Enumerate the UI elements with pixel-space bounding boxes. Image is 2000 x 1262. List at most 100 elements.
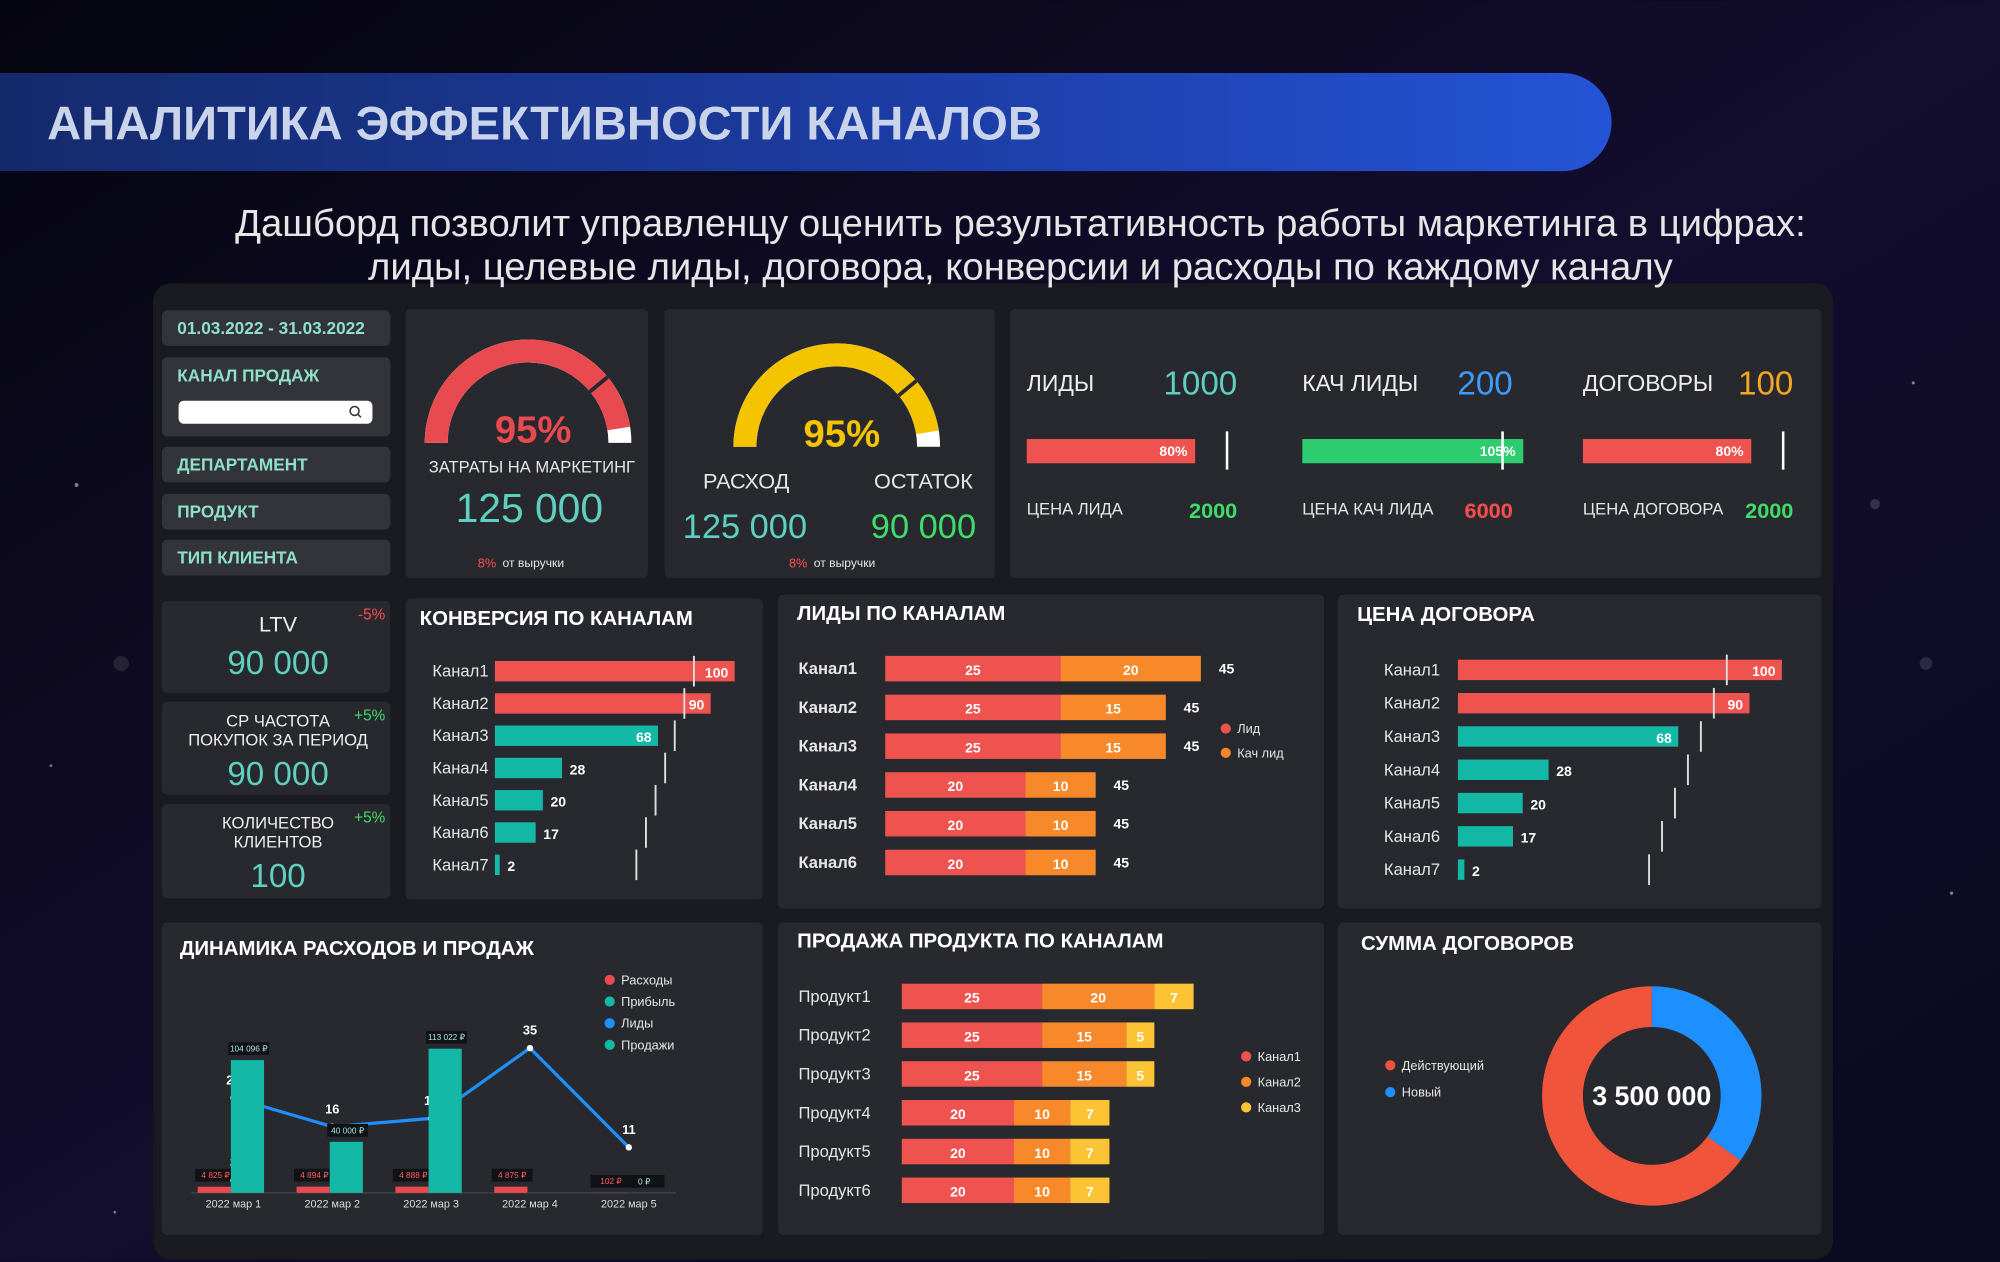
kpi-progress-bar bbox=[1026, 439, 1196, 464]
kpi-value: 200 bbox=[1457, 366, 1512, 403]
total-label: 45 bbox=[1114, 855, 1130, 871]
card bbox=[161, 803, 391, 899]
segment-label: 10 bbox=[1034, 1184, 1050, 1200]
segment-label: 7 bbox=[1170, 990, 1178, 1006]
gauge-label: ЗАТРАТЫ НА МАРКЕТИНГ bbox=[429, 458, 635, 477]
bar bbox=[494, 725, 658, 746]
bar bbox=[494, 1186, 528, 1193]
content: АНАЛИТИКА ЭФФЕКТИВНОСТИ КАНАЛОВ Дашборд п… bbox=[47, 97, 1822, 1235]
x-tick-label: 2022 мар 1 bbox=[206, 1198, 262, 1210]
value-label: 104 096 ₽ bbox=[230, 1044, 268, 1054]
search-input bbox=[178, 400, 373, 424]
bar-segment bbox=[901, 1100, 1015, 1126]
chart-title: ЦЕНА ДОГОВОРА bbox=[1357, 604, 1535, 626]
point-label: 11 bbox=[622, 1122, 635, 1137]
kpi-progress-bar bbox=[1582, 439, 1752, 464]
segment-label: 15 bbox=[1076, 1028, 1092, 1044]
segment-label: 25 bbox=[964, 990, 980, 1006]
bar bbox=[230, 1060, 265, 1193]
bar bbox=[1457, 726, 1679, 747]
kpi-price-label: ЦЕНА ЛИДА bbox=[1027, 500, 1124, 519]
side-kpi-label: КОЛИЧЕСТВО bbox=[222, 813, 334, 832]
legend-swatch bbox=[1220, 747, 1231, 758]
kpi-price: 6000 bbox=[1465, 498, 1513, 523]
chart-title: ПРОДАЖА ПРОДУКТА ПО КАНАЛАМ bbox=[797, 931, 1163, 953]
segment-label: 15 bbox=[1105, 739, 1121, 755]
segment-label: 10 bbox=[1034, 1106, 1050, 1122]
gauge-percent: 95% bbox=[495, 409, 572, 452]
bar-segment bbox=[1070, 1138, 1110, 1165]
side-kpi-label: ПОКУПОК ЗА ПЕРИОД bbox=[188, 731, 368, 750]
segment-label: 20 bbox=[948, 856, 964, 872]
point-label: 16 bbox=[325, 1101, 339, 1116]
bar bbox=[1457, 826, 1513, 847]
segment-label: 20 bbox=[950, 1184, 966, 1200]
category-label: Продукт3 bbox=[798, 1064, 870, 1083]
card bbox=[161, 310, 391, 346]
legend-swatch bbox=[1241, 1051, 1252, 1062]
value-label: 28 bbox=[570, 761, 586, 777]
kpi-price: 2000 bbox=[1745, 498, 1793, 523]
total-label: 45 bbox=[1114, 816, 1130, 832]
bar bbox=[296, 1186, 330, 1193]
x-tick-label: 2022 мар 2 bbox=[304, 1198, 360, 1210]
bar bbox=[1457, 859, 1465, 880]
bar-segment bbox=[1014, 1100, 1071, 1126]
segment-label: 20 bbox=[948, 817, 964, 833]
category-label: Канал6 bbox=[1384, 827, 1440, 846]
category-label: Канал4 bbox=[432, 758, 488, 777]
bar bbox=[494, 854, 500, 876]
category-label: Канал4 bbox=[1384, 760, 1440, 779]
kpi-progress-label: 105% bbox=[1480, 443, 1516, 459]
kpi-price-label: ЦЕНА КАЧ ЛИДА bbox=[1302, 500, 1434, 519]
gauge-percent: 95% bbox=[804, 412, 881, 455]
legend-label: Лиды bbox=[621, 1016, 653, 1031]
segment-label: 20 bbox=[948, 778, 964, 794]
side-kpi-label: КЛИЕНТОВ bbox=[234, 833, 323, 852]
legend-swatch bbox=[604, 996, 615, 1007]
total-label: 45 bbox=[1184, 699, 1200, 715]
chart-title: КОНВЕРСИЯ ПО КАНАЛАМ bbox=[420, 608, 693, 630]
bar-segment bbox=[1014, 1138, 1071, 1165]
category-label: Продукт6 bbox=[798, 1181, 870, 1200]
kpi-progress-bar bbox=[1302, 439, 1524, 464]
kpi-progress-label: 80% bbox=[1159, 443, 1188, 459]
value-label-box bbox=[426, 1030, 467, 1044]
segment-label: 10 bbox=[1053, 778, 1069, 794]
value-label: 4 875 ₽ bbox=[498, 1170, 526, 1180]
legend-label: Действующий bbox=[1402, 1058, 1484, 1073]
category-label: Канал3 bbox=[798, 737, 857, 756]
filter-label: ТИП КЛИЕНТА bbox=[177, 548, 298, 568]
category-label: Канал2 bbox=[1384, 694, 1440, 713]
bar bbox=[329, 1141, 363, 1193]
segment-label: 25 bbox=[965, 739, 981, 755]
kpi-label: ДОГОВОРЫ bbox=[1583, 370, 1713, 396]
value-label: 90 bbox=[1728, 696, 1744, 712]
bar-segment bbox=[1060, 655, 1201, 682]
donut-segment bbox=[1542, 986, 1741, 1206]
category-label: Канал5 bbox=[1384, 794, 1440, 813]
bar bbox=[494, 660, 735, 682]
category-label: Канал5 bbox=[798, 814, 857, 833]
bar-segment bbox=[885, 655, 1061, 682]
kpi-progress-label: 80% bbox=[1716, 443, 1745, 459]
header-bar bbox=[0, 72, 1612, 172]
category-label: Канал3 bbox=[1384, 727, 1440, 746]
bar bbox=[428, 1048, 462, 1193]
bar-segment bbox=[1025, 772, 1096, 798]
gauge-amount: 125 000 bbox=[683, 508, 807, 546]
bar-segment bbox=[901, 983, 1043, 1010]
gauge-marker bbox=[897, 379, 918, 397]
bar-segment bbox=[1070, 1100, 1110, 1126]
category-label: Канал1 bbox=[432, 662, 488, 681]
point-label: 35 bbox=[523, 1023, 537, 1038]
side-kpi-value: 90 000 bbox=[227, 645, 328, 682]
card bbox=[161, 601, 391, 693]
category-label: Канал5 bbox=[432, 791, 488, 810]
bar-segment bbox=[1126, 1022, 1155, 1048]
value-label: 4 888 ₽ bbox=[399, 1170, 427, 1180]
gauge-label: РАСХОД bbox=[703, 469, 790, 494]
bar bbox=[494, 757, 563, 779]
segment-label: 20 bbox=[950, 1145, 966, 1161]
